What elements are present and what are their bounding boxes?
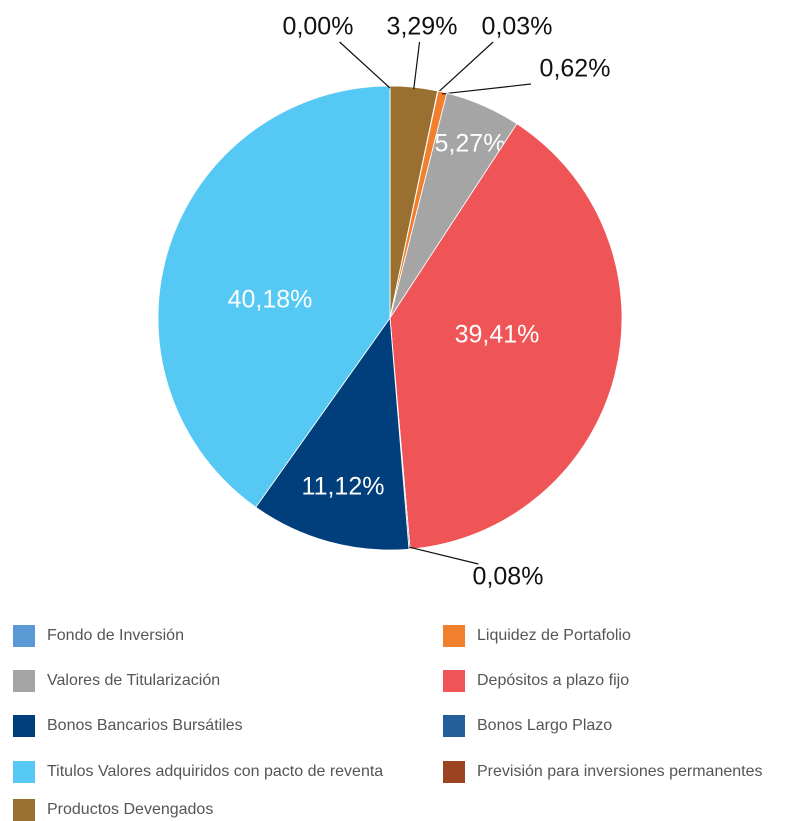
legend-label: Bonos Bancarios Bursátiles xyxy=(47,717,243,734)
legend-swatch xyxy=(443,715,465,737)
data-label: 3,29% xyxy=(387,13,458,41)
legend-swatch xyxy=(443,761,465,783)
legend-label: Fondo de Inversión xyxy=(47,627,184,644)
legend-swatch xyxy=(13,625,35,647)
data-label: 39,41% xyxy=(455,321,540,349)
legend-swatch xyxy=(13,670,35,692)
legend-label: Bonos Largo Plazo xyxy=(477,717,612,734)
legend-label: Titulos Valores adquiridos con pacto de … xyxy=(47,763,383,780)
leader-line xyxy=(437,41,494,94)
legend-label: Liquidez de Portafolio xyxy=(477,627,631,644)
legend-swatch xyxy=(13,715,35,737)
pie-slice xyxy=(255,316,410,551)
pie-slice xyxy=(157,85,391,508)
legend-swatch xyxy=(13,799,35,821)
legend-swatch xyxy=(13,761,35,783)
data-label: 11,12% xyxy=(302,473,385,501)
leader-line xyxy=(413,41,421,90)
leader-line xyxy=(409,546,479,565)
data-label: 40,18% xyxy=(228,286,313,314)
legend-swatch xyxy=(443,670,465,692)
legend-label: Productos Devengados xyxy=(47,801,213,818)
leader-line xyxy=(441,83,532,95)
legend-swatch xyxy=(443,625,465,647)
data-label: 5,27% xyxy=(435,130,506,158)
data-label: 0,00% xyxy=(283,13,354,41)
pie-slice xyxy=(389,123,623,550)
data-label: 0,62% xyxy=(540,55,611,83)
legend-label: Valores de Titularización xyxy=(47,672,220,689)
data-label: 0,08% xyxy=(473,563,544,591)
legend-label: Depósitos a plazo fijo xyxy=(477,672,629,689)
data-label: 0,03% xyxy=(482,13,553,41)
leader-line xyxy=(339,41,391,89)
legend-label: Previsión para inversiones permanentes xyxy=(477,763,762,780)
